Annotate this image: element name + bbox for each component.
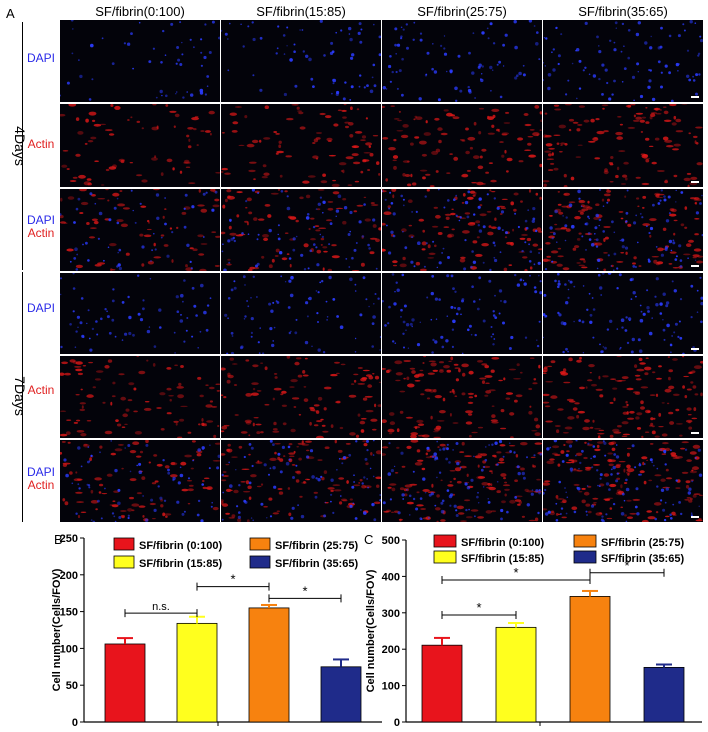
row-label-4d-actin: Actin xyxy=(20,138,62,151)
group-bracket-7days xyxy=(22,272,23,522)
y-tick-label: 300 xyxy=(382,608,400,620)
micrograph-dapi-tile xyxy=(543,273,703,354)
y-axis-label: Cell number(Cells/FOV) xyxy=(52,568,63,691)
scale-bar xyxy=(691,432,699,434)
bar-0 xyxy=(104,643,146,723)
y-axis-label: Cell number(Cells/FOV) xyxy=(365,569,377,692)
bar-2 xyxy=(569,596,611,723)
y-tick-label: 400 xyxy=(382,571,400,583)
significance-label: * xyxy=(302,583,307,598)
legend-label: SF/fibrin (15:85) xyxy=(461,553,544,565)
significance-label: n.s. xyxy=(152,601,170,613)
micrograph-actin-tile xyxy=(543,104,703,187)
bar-0 xyxy=(421,644,463,723)
micrograph-dapi-tile xyxy=(60,20,220,102)
row-label-blue: DAPI xyxy=(26,465,55,479)
micrograph-actin-tile xyxy=(60,356,220,438)
row-label-red: Actin xyxy=(27,226,55,240)
legend-label: SF/fibrin (35:65) xyxy=(601,553,684,565)
legend-swatch xyxy=(249,537,271,551)
micrograph-merge-tile xyxy=(221,189,381,271)
column-header-15-85: SF/fibrin(15:85) xyxy=(256,4,346,19)
micrograph-merge-tile xyxy=(60,189,220,271)
y-tick-label: 0 xyxy=(72,717,78,729)
row-label-7d-merge: DAPI Actin xyxy=(20,466,62,492)
legend-label: SF/fibrin (15:85) xyxy=(139,558,222,570)
panel-letter: C xyxy=(364,532,373,547)
y-tick-label: 100 xyxy=(382,681,400,693)
row-label-red: Actin xyxy=(27,137,55,151)
significance-label: * xyxy=(513,565,518,580)
legend-label: SF/fibrin (25:75) xyxy=(275,540,358,552)
row-label-blue: DAPI xyxy=(26,51,55,65)
panel-letter-a: A xyxy=(6,6,15,21)
y-tick-label: 500 xyxy=(382,535,400,547)
micrograph-dapi-tile xyxy=(60,273,220,354)
micrograph-merge-tile xyxy=(543,189,703,271)
bar-3 xyxy=(320,666,362,723)
significance-label: * xyxy=(476,600,481,615)
micrograph-actin-tile xyxy=(382,356,542,438)
micrograph-dapi-tile xyxy=(382,20,542,102)
legend-label: SF/fibrin (35:65) xyxy=(275,558,358,570)
row-label-red: Actin xyxy=(27,478,55,492)
legend-label: SF/fibrin (25:75) xyxy=(601,537,684,549)
scale-bar xyxy=(691,96,699,98)
micrograph-merge-tile xyxy=(60,440,220,522)
group-bracket-4days xyxy=(22,22,23,270)
row-label-red: Actin xyxy=(27,383,55,397)
legend-swatch xyxy=(113,555,135,569)
micrograph-dapi-tile xyxy=(543,20,703,102)
micrograph-actin-tile xyxy=(221,356,381,438)
micrograph-actin-tile xyxy=(382,104,542,187)
y-tick-label: 150 xyxy=(60,607,78,619)
micrograph-dapi-tile xyxy=(382,273,542,354)
row-label-7d-actin: Actin xyxy=(20,384,62,397)
panel-letter: B xyxy=(54,532,63,547)
legend-swatch xyxy=(249,555,271,569)
scale-bar xyxy=(691,181,699,183)
legend-swatch xyxy=(433,550,457,564)
legend-swatch xyxy=(573,534,597,548)
micrograph-merge-tile xyxy=(382,189,542,271)
legend-label: SF/fibrin (0:100) xyxy=(139,540,222,552)
micrograph-dapi-tile xyxy=(221,20,381,102)
column-header-0-100: SF/fibrin(0:100) xyxy=(95,4,185,19)
column-header-25-75: SF/fibrin(25:75) xyxy=(417,4,507,19)
y-tick-label: 50 xyxy=(66,680,78,692)
bar-3 xyxy=(643,666,685,723)
micrograph-actin-tile xyxy=(543,356,703,438)
y-tick-label: 100 xyxy=(60,643,78,655)
micrograph-merge-tile xyxy=(382,440,542,522)
row-label-7d-dapi: DAPI xyxy=(20,302,62,315)
row-label-4d-dapi: DAPI xyxy=(20,52,62,65)
scale-bar xyxy=(691,348,699,350)
y-tick-label: 200 xyxy=(60,570,78,582)
row-label-blue: DAPI xyxy=(26,301,55,315)
scale-bar xyxy=(691,265,699,267)
scale-bar xyxy=(691,516,699,518)
micrograph-merge-tile xyxy=(543,440,703,522)
micrograph-actin-tile xyxy=(60,104,220,187)
bar-2 xyxy=(248,607,290,723)
row-label-4d-merge: DAPI Actin xyxy=(20,214,62,240)
bar-1 xyxy=(176,622,218,723)
legend-label: SF/fibrin (0:100) xyxy=(461,537,544,549)
bar-1 xyxy=(495,626,537,723)
micrograph-actin-tile xyxy=(221,104,381,187)
significance-label: * xyxy=(230,572,235,587)
micrograph-merge-tile xyxy=(221,440,381,522)
y-tick-label: 200 xyxy=(382,644,400,656)
y-tick-label: 0 xyxy=(394,717,400,729)
legend-swatch xyxy=(573,550,597,564)
micrograph-dapi-tile xyxy=(221,273,381,354)
column-header-35-65: SF/fibrin(35:65) xyxy=(578,4,668,19)
legend-swatch xyxy=(113,537,135,551)
y-tick-label: 250 xyxy=(60,533,78,545)
chart-c: C Cell number(Cells/FOV) 0 100 200 300 400 500 *… xyxy=(364,532,702,729)
significance-label: * xyxy=(624,558,629,573)
legend-swatch xyxy=(433,534,457,548)
chart-b: B Cell number(Cells/FOV) 0 50 100 150 200 250 n.… xyxy=(52,532,382,729)
row-label-blue: DAPI xyxy=(26,213,55,227)
